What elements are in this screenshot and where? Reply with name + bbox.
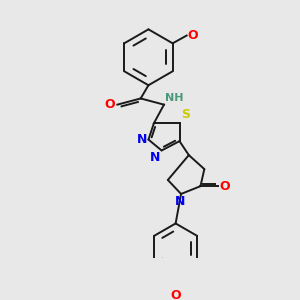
Text: S: S — [181, 108, 190, 121]
Text: O: O — [188, 29, 198, 42]
Text: O: O — [104, 98, 115, 111]
Text: N: N — [150, 151, 160, 164]
Text: NH: NH — [165, 93, 183, 103]
Text: O: O — [170, 289, 181, 300]
Text: O: O — [219, 180, 230, 193]
Text: N: N — [175, 196, 185, 208]
Text: N: N — [136, 133, 147, 146]
